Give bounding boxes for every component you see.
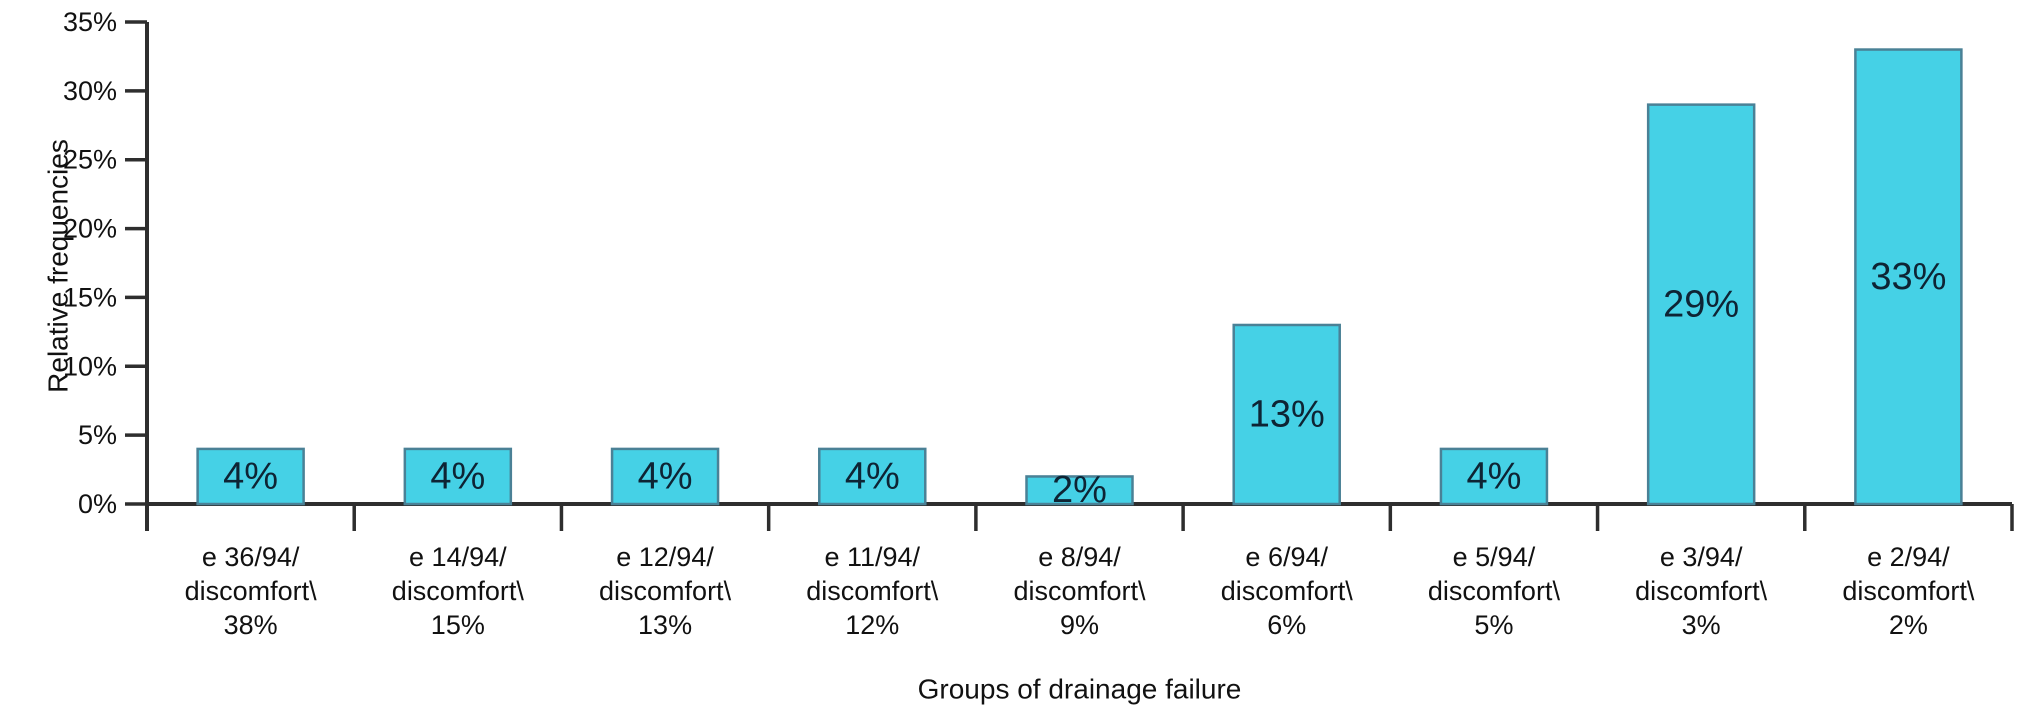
bar-value-label: 4%	[845, 455, 900, 497]
category-label-line: discomfort\	[1428, 576, 1561, 606]
bar	[403, 447, 513, 506]
bar	[1232, 323, 1341, 506]
y-tick-label: 15%	[63, 282, 117, 312]
category-label-line: 3%	[1682, 610, 1721, 640]
category-label-line: e 14/94/	[409, 542, 507, 572]
category-label-line: discomfort\	[1221, 576, 1354, 606]
bar	[1646, 103, 1756, 506]
category-label-line: e 2/94/	[1867, 542, 1950, 572]
category-label-line: discomfort\	[1842, 576, 1975, 606]
category-label-line: 9%	[1060, 610, 1099, 640]
category-label-line: e 12/94/	[616, 542, 714, 572]
category-label-line: discomfort\	[599, 576, 732, 606]
y-tick-label: 10%	[63, 351, 117, 381]
bar	[818, 447, 927, 506]
category-label-line: 38%	[224, 610, 278, 640]
category-label-line: e 5/94/	[1453, 542, 1536, 572]
category-label-line: e 6/94/	[1245, 542, 1328, 572]
y-tick-label: 5%	[78, 420, 117, 450]
bar	[1025, 475, 1134, 506]
bar-value-label: 4%	[223, 455, 278, 497]
bar-value-label: 13%	[1249, 393, 1325, 435]
y-tick-label: 30%	[63, 76, 117, 106]
bar	[610, 447, 720, 506]
category-label-line: 13%	[638, 610, 692, 640]
bar-value-label: 4%	[638, 455, 693, 497]
category-label-line: discomfort\	[806, 576, 939, 606]
category-label-line: e 11/94/	[824, 542, 920, 572]
category-label-line: discomfort\	[392, 576, 525, 606]
category-label-line: e 8/94/	[1038, 542, 1121, 572]
y-tick-label: 0%	[78, 489, 117, 519]
bar-value-label: 29%	[1663, 283, 1739, 325]
bar-value-label: 2%	[1052, 469, 1107, 511]
bar	[1439, 447, 1549, 506]
category-label-line: discomfort\	[1635, 576, 1768, 606]
x-axis-title: Groups of drainage failure	[918, 674, 1242, 705]
category-label-line: 2%	[1889, 610, 1928, 640]
category-label-line: 6%	[1267, 610, 1306, 640]
category-label-line: 5%	[1474, 610, 1513, 640]
bar	[196, 447, 305, 506]
bar-value-label: 4%	[1466, 455, 1521, 497]
category-label-line: discomfort\	[1013, 576, 1146, 606]
y-tick-label: 25%	[63, 145, 117, 175]
category-label-line: e 36/94/	[202, 542, 300, 572]
category-label-line: e 3/94/	[1660, 542, 1743, 572]
y-tick-label: 35%	[63, 7, 117, 37]
category-label-line: 12%	[845, 610, 899, 640]
y-tick-label: 20%	[63, 214, 117, 244]
category-label-line: 15%	[431, 610, 485, 640]
bar-value-label: 4%	[430, 455, 485, 497]
y-axis-title: Relative frequencies	[43, 139, 74, 393]
bar-value-label: 33%	[1870, 256, 1946, 298]
bar	[1854, 48, 1963, 506]
category-label-line: discomfort\	[185, 576, 318, 606]
